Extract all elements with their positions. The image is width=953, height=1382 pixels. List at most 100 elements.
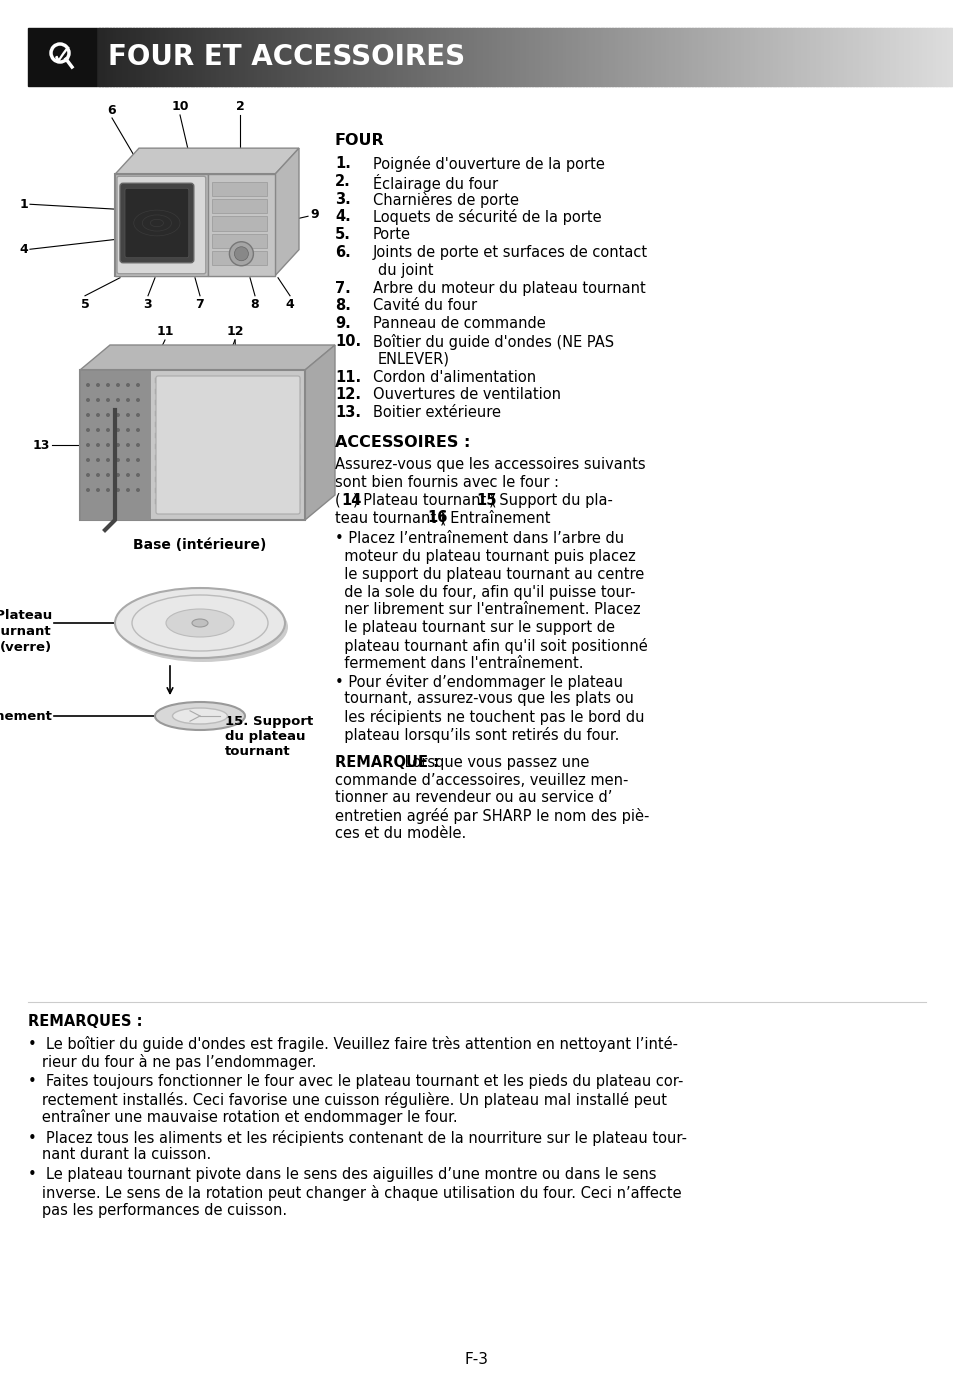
Bar [365,28,369,86]
FancyBboxPatch shape [125,188,189,258]
Bar [666,28,670,86]
Bar [635,28,639,86]
Text: ✓: ✓ [51,43,73,70]
Text: • Placez l’entraînement dans l’arbre du: • Placez l’entraînement dans l’arbre du [335,531,623,546]
Text: tournant, assurez-vous que les plats ou: tournant, assurez-vous que les plats ou [335,691,633,706]
Text: • Pour éviter d’endommager le plateau: • Pour éviter d’endommager le plateau [335,673,622,690]
Bar [311,28,314,86]
Circle shape [86,428,90,433]
Bar [348,28,352,86]
Bar [783,28,787,86]
Text: 12.: 12. [335,387,360,402]
Text: 11.: 11. [335,369,361,384]
Ellipse shape [172,708,227,724]
Bar [316,28,320,86]
Text: Porte: Porte [373,227,411,242]
Bar [551,28,555,86]
Bar [125,28,129,86]
Text: 4.: 4. [335,210,351,224]
Bar [726,28,730,86]
Bar [841,28,844,86]
Bar [508,28,512,86]
Bar [115,174,274,276]
Bar [655,28,659,86]
Text: 6: 6 [108,104,116,117]
Bar [803,28,807,86]
Circle shape [116,398,120,402]
Bar [638,28,641,86]
Bar [497,28,500,86]
Bar [929,28,933,86]
Bar [131,28,134,86]
Bar [740,28,744,86]
Bar [921,28,924,86]
Bar [474,28,477,86]
Bar [912,28,916,86]
Bar [537,28,540,86]
Bar [434,28,437,86]
Text: Ouvertures de ventilation: Ouvertures de ventilation [373,387,560,402]
Circle shape [126,413,130,417]
Bar [618,28,621,86]
Bar [422,28,426,86]
Bar [559,28,563,86]
Bar [202,28,206,86]
Bar [294,28,297,86]
Bar [362,28,366,86]
Bar [539,28,543,86]
Text: 13.: 13. [335,405,360,420]
Bar [889,28,893,86]
Text: tournant: tournant [225,745,291,757]
Text: le support du plateau tournant au centre: le support du plateau tournant au centre [335,567,643,582]
Bar [640,28,644,86]
Bar [116,28,120,86]
Polygon shape [115,148,298,174]
Bar [279,28,283,86]
Bar [579,28,584,86]
Text: 9.: 9. [335,316,351,332]
Bar [514,28,517,86]
Text: tournant: tournant [0,625,52,637]
Text: 14: 14 [341,492,361,507]
Bar [356,28,360,86]
Circle shape [136,413,140,417]
Bar [577,28,581,86]
Circle shape [106,413,110,417]
Bar [414,28,417,86]
Ellipse shape [115,587,285,658]
Bar [245,28,249,86]
Bar [599,28,604,86]
Text: 2: 2 [235,100,244,113]
Bar [901,28,904,86]
Text: REMARQUE :: REMARQUE : [335,755,438,770]
Text: ACCESSOIRES :: ACCESSOIRES : [335,435,470,451]
Bar [394,28,397,86]
Bar [821,28,824,86]
Bar [111,28,114,86]
Bar [806,28,810,86]
Circle shape [96,383,100,387]
Bar [154,388,299,394]
Text: 12: 12 [226,325,244,339]
Bar [855,28,859,86]
Bar [396,28,400,86]
Bar [703,28,707,86]
Bar [339,28,343,86]
Bar [256,28,260,86]
Text: 3.: 3. [335,192,351,206]
Bar [151,28,154,86]
Bar [148,28,152,86]
Text: 11: 11 [156,325,173,339]
Bar [612,28,616,86]
Bar [319,28,323,86]
Text: 3: 3 [144,297,152,311]
Bar [585,28,590,86]
Circle shape [106,488,110,492]
Bar [212,182,267,196]
Bar [898,28,902,86]
Text: (: ( [335,492,340,507]
Text: REMARQUES :: REMARQUES : [28,1014,142,1030]
Bar [442,28,446,86]
Bar [173,28,177,86]
Bar [139,28,143,86]
